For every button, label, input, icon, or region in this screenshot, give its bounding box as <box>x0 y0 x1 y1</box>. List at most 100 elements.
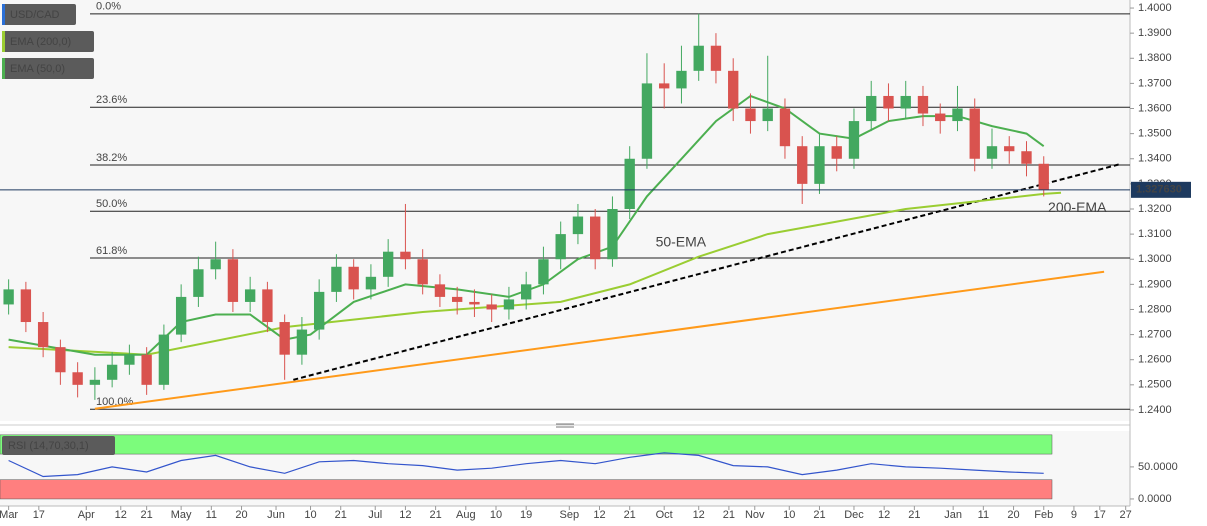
candle-body <box>917 95 929 114</box>
candle-body <box>935 113 946 122</box>
y-tick-label: 1.3500 <box>1138 128 1172 140</box>
y-tick-label: 1.3800 <box>1138 52 1172 64</box>
candle-body <box>158 334 170 385</box>
x-tick-label: 21 <box>813 509 825 521</box>
candle-body <box>710 45 722 71</box>
legend-box <box>2 4 76 25</box>
candle-body <box>1021 151 1032 164</box>
y-tick-label: 1.2400 <box>1138 404 1172 416</box>
x-tick-label: Aug <box>456 509 476 521</box>
candle-body <box>607 208 618 260</box>
x-tick-label: Jun <box>267 509 285 521</box>
x-tick-label: 21 <box>908 509 920 521</box>
x-tick-label: 19 <box>520 509 532 521</box>
legend-label: EMA (50,0) <box>10 63 65 75</box>
candle-body <box>417 259 428 285</box>
legend-swatch <box>2 4 5 25</box>
candle-body <box>538 259 549 285</box>
x-tick-label: 21 <box>335 509 347 521</box>
y-tick-label: 1.3000 <box>1138 253 1172 265</box>
candle-body <box>20 289 32 323</box>
x-tick-label: 12 <box>878 509 890 521</box>
legend-box <box>2 58 94 79</box>
legend-swatch <box>2 31 5 52</box>
candle-body <box>986 146 998 159</box>
candle-body <box>210 259 221 270</box>
candle-body <box>296 329 308 355</box>
candle-body <box>365 276 377 290</box>
x-tick-label: 20 <box>235 509 247 521</box>
x-tick-label: Oct <box>656 509 673 521</box>
candle-body <box>382 251 394 277</box>
rsi-band <box>0 479 1053 500</box>
candle-body <box>659 83 670 89</box>
candle-body <box>1038 163 1049 190</box>
candle-body <box>762 108 773 122</box>
candle-body <box>348 266 359 290</box>
x-tick-label: 10 <box>490 509 502 521</box>
fib-label: 38.2% <box>96 152 127 164</box>
resize-grip[interactable] <box>556 423 574 428</box>
legend-box <box>2 436 115 455</box>
candle-body <box>227 259 239 302</box>
y-tick-label: 1.3900 <box>1138 27 1172 39</box>
candle-body <box>89 379 101 385</box>
candle-body <box>952 108 963 122</box>
x-tick-label: 21 <box>141 509 153 521</box>
candle-body <box>400 251 411 260</box>
y-tick-label: 1.2500 <box>1138 379 1172 391</box>
x-tick-label: 10 <box>304 509 316 521</box>
y-tick-label: 1.2800 <box>1138 303 1172 315</box>
legend-box <box>2 31 94 52</box>
legend-label: RSI (14,70,30,1) <box>8 440 89 452</box>
last-price-box <box>1131 181 1191 198</box>
x-tick-label: 21 <box>624 509 636 521</box>
x-tick-label: Feb <box>1034 509 1053 521</box>
candle-body <box>797 146 808 184</box>
candle-body <box>814 146 825 184</box>
candle-body <box>590 216 601 260</box>
x-tick-label: Jan <box>944 509 962 521</box>
candle-body <box>779 108 791 147</box>
rsi-band <box>0 434 1053 455</box>
y-tick-label: 0.0000 <box>1138 493 1172 505</box>
candle-body <box>124 354 135 365</box>
x-tick-label: 17 <box>33 509 45 521</box>
y-tick-label: 1.2900 <box>1138 278 1172 290</box>
candle-body <box>313 291 325 330</box>
x-tick-label: 12 <box>399 509 411 521</box>
legend-label: EMA (200,0) <box>10 36 71 48</box>
fib-label: 61.8% <box>96 245 127 257</box>
ema-annotation: 200-EMA <box>1048 199 1107 215</box>
candle-body <box>693 45 704 71</box>
candle-body <box>969 108 980 159</box>
candle-body <box>883 95 894 109</box>
candle-body <box>866 95 877 122</box>
x-tick-label: Dec <box>844 509 864 521</box>
price-panel <box>0 0 1130 421</box>
candle-body <box>728 70 739 109</box>
x-tick-label: 21 <box>723 509 735 521</box>
y-tick-label: 50.0000 <box>1138 461 1178 473</box>
candle-body <box>141 354 152 385</box>
candle-body <box>193 269 204 297</box>
candle-body <box>900 95 911 109</box>
x-tick-label: Sep <box>560 509 580 521</box>
y-tick-label: 1.4000 <box>1138 2 1172 14</box>
candle-body <box>624 158 635 209</box>
legend-label: USD/CAD <box>10 9 60 21</box>
candle-body <box>1004 146 1015 152</box>
candle-body <box>244 289 256 302</box>
x-tick-label: Nov <box>745 509 765 521</box>
x-tick-label: Apr <box>78 509 95 521</box>
candle-body <box>831 146 842 159</box>
candle-body <box>262 289 273 323</box>
candle-body <box>745 108 756 122</box>
x-tick-label: 20 <box>1007 509 1019 521</box>
x-tick-label: 11 <box>978 509 989 521</box>
x-tick-label: 17 <box>1094 509 1106 521</box>
candle-body <box>676 70 687 89</box>
candle-body <box>55 347 66 373</box>
x-tick-label: 21 <box>429 509 441 521</box>
